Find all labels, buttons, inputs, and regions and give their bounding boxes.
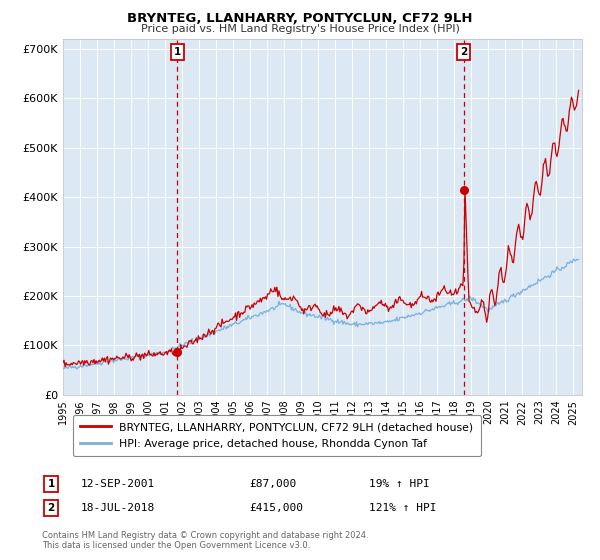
- Text: 1: 1: [47, 479, 55, 489]
- Text: 2: 2: [460, 46, 467, 57]
- Text: £415,000: £415,000: [249, 503, 303, 513]
- Text: BRYNTEG, LLANHARRY, PONTYCLUN, CF72 9LH: BRYNTEG, LLANHARRY, PONTYCLUN, CF72 9LH: [127, 12, 473, 25]
- Text: £87,000: £87,000: [249, 479, 296, 489]
- Legend: BRYNTEG, LLANHARRY, PONTYCLUN, CF72 9LH (detached house), HPI: Average price, de: BRYNTEG, LLANHARRY, PONTYCLUN, CF72 9LH …: [73, 414, 481, 456]
- Text: This data is licensed under the Open Government Licence v3.0.: This data is licensed under the Open Gov…: [42, 542, 310, 550]
- Text: 19% ↑ HPI: 19% ↑ HPI: [369, 479, 430, 489]
- Text: Contains HM Land Registry data © Crown copyright and database right 2024.: Contains HM Land Registry data © Crown c…: [42, 531, 368, 540]
- Text: Price paid vs. HM Land Registry's House Price Index (HPI): Price paid vs. HM Land Registry's House …: [140, 24, 460, 34]
- Text: 1: 1: [173, 46, 181, 57]
- Text: 18-JUL-2018: 18-JUL-2018: [81, 503, 155, 513]
- Text: 2: 2: [47, 503, 55, 513]
- Text: 121% ↑ HPI: 121% ↑ HPI: [369, 503, 437, 513]
- Text: 12-SEP-2001: 12-SEP-2001: [81, 479, 155, 489]
